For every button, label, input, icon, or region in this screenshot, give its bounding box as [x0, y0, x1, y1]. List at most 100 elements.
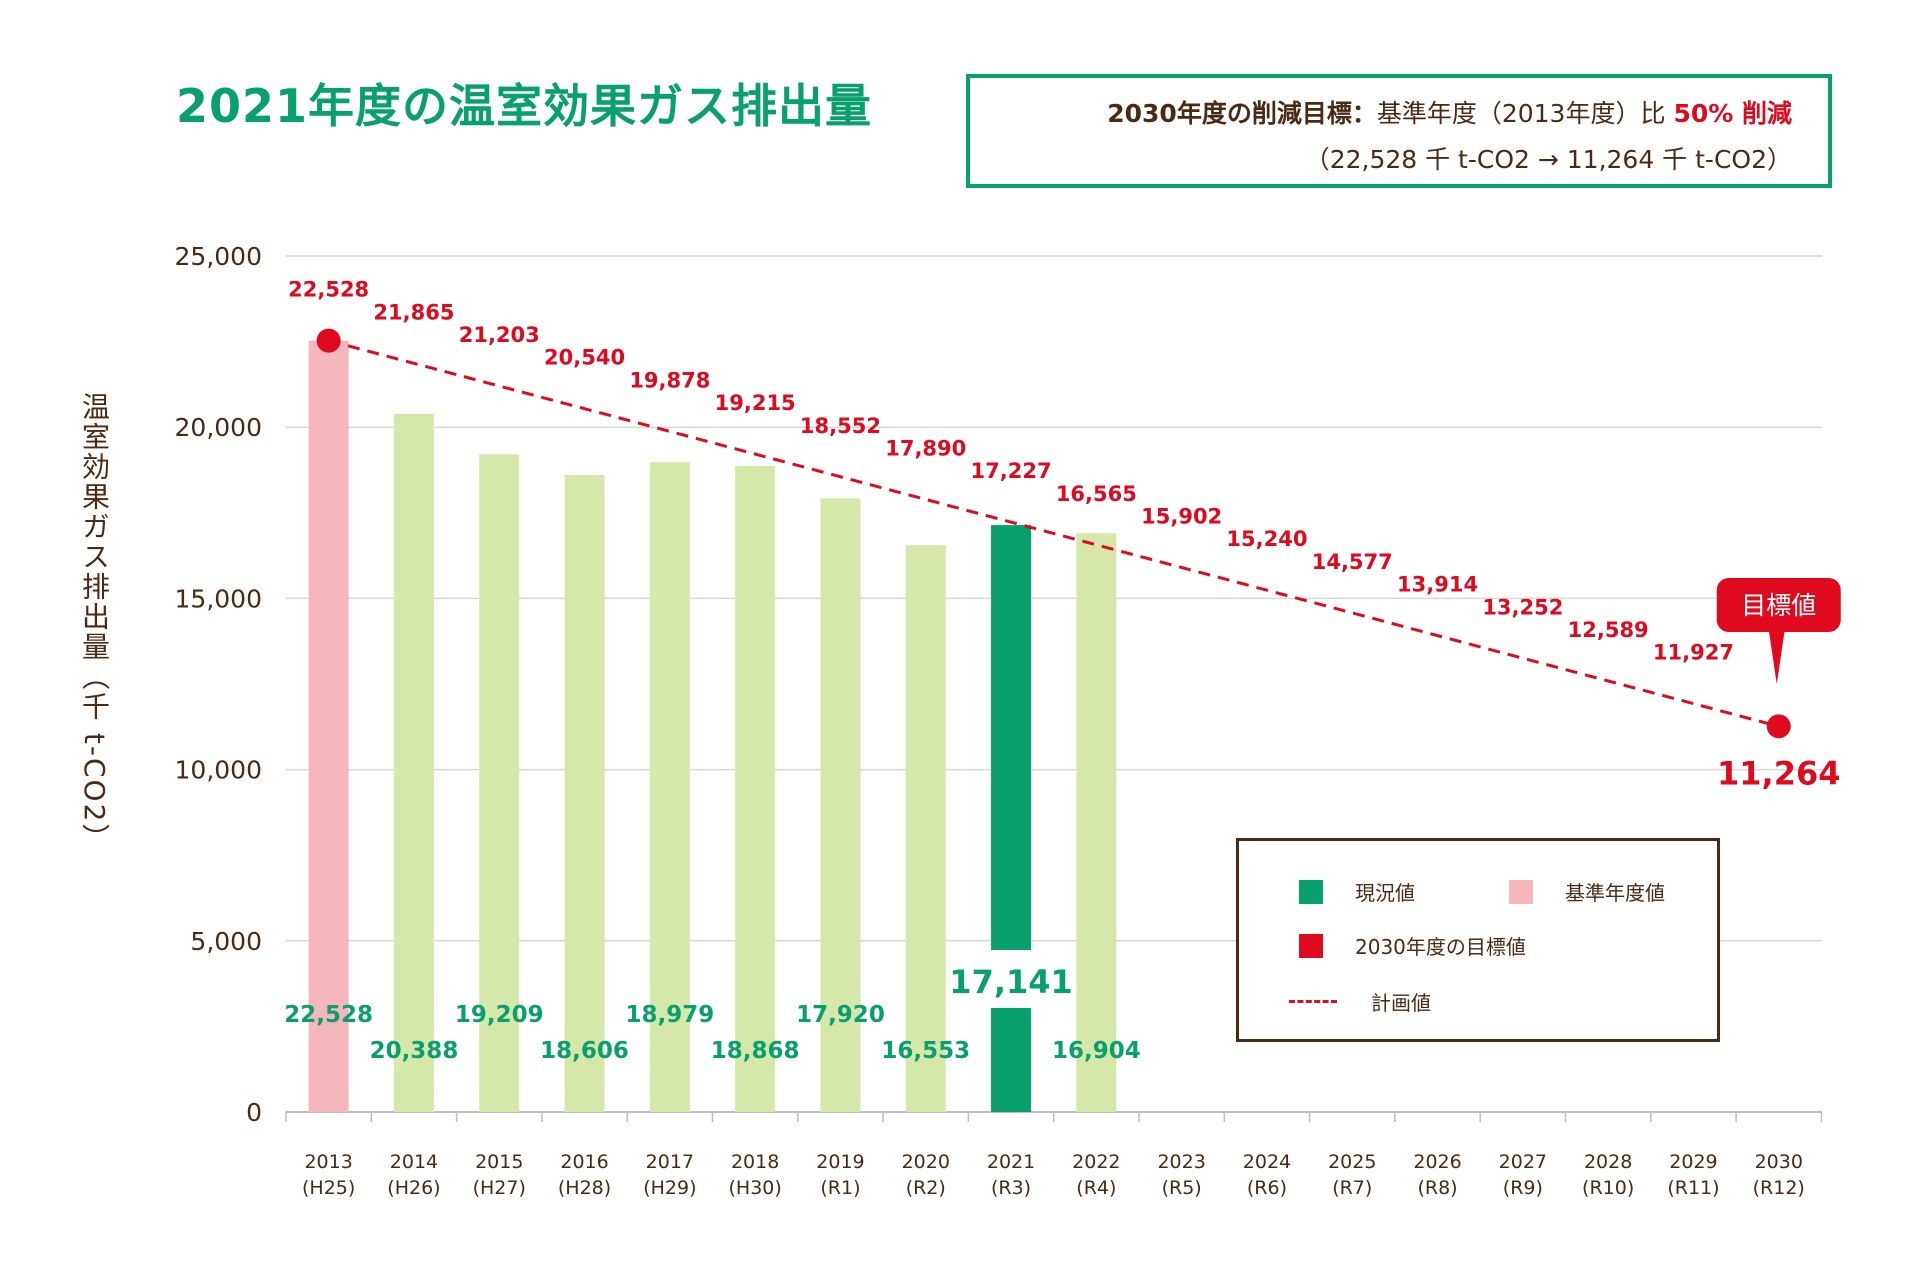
- y-tick-label: 0: [246, 1098, 262, 1127]
- y-axis-label: 温室効果ガス排出量（千 t-CO2）: [78, 392, 111, 854]
- plan-value-label: 12,589: [1568, 618, 1649, 642]
- plan-value-label: 21,865: [373, 300, 454, 324]
- legend-label-target: 2030年度の目標値: [1355, 935, 1526, 959]
- bar-base: [308, 340, 349, 1113]
- x-tick-label: 2021: [987, 1151, 1035, 1173]
- x-tick-label: 2028: [1584, 1151, 1632, 1173]
- plan-value-label: 22,528: [288, 278, 369, 302]
- plan-value-label: 17,890: [885, 436, 966, 460]
- legend-swatch-base-year: [1509, 879, 1533, 904]
- bar-past: [820, 498, 861, 1112]
- x-tick-label: 2016: [560, 1151, 608, 1173]
- bar-value-label: 22,528: [284, 1002, 373, 1028]
- plan-value-label: 18,552: [800, 414, 881, 438]
- x-tick-label: 2024: [1243, 1151, 1291, 1173]
- bar-value-label: 16,553: [881, 1038, 970, 1064]
- x-tick-label: 2023: [1157, 1151, 1205, 1173]
- bar-past: [905, 545, 946, 1112]
- x-tick-label: 2025: [1328, 1151, 1376, 1173]
- bar-value-label: 18,979: [625, 1002, 714, 1028]
- x-tick-sublabel: (R4): [1076, 1177, 1116, 1199]
- target-callout-pointer: [1768, 630, 1785, 684]
- plan-value-label: 15,240: [1226, 527, 1307, 551]
- reduction-target-box: 2030年度の削減目標：基準年度（2013年度）比 50% 削減 （22,528 …: [966, 74, 1832, 188]
- x-tick-sublabel: (R9): [1503, 1177, 1543, 1199]
- bar-label-knockout: [981, 950, 1042, 1008]
- x-tick-label: 2026: [1413, 1151, 1461, 1173]
- legend-swatch-current: [1299, 879, 1323, 904]
- x-tick-sublabel: (R12): [1753, 1177, 1805, 1199]
- chart-title: 2021年度の温室効果ガス排出量: [176, 79, 873, 133]
- x-tick-sublabel: (R7): [1332, 1177, 1372, 1199]
- legend: 現況値 基準年度値 2030年度の目標値 計画値: [1236, 838, 1720, 1042]
- plan-value-label: 13,252: [1482, 595, 1563, 619]
- x-tick-label: 2020: [902, 1151, 950, 1173]
- target-callout-bubble: [1716, 578, 1841, 632]
- plan-value-label: 16,565: [1056, 482, 1137, 506]
- x-tick-sublabel: (R6): [1247, 1177, 1287, 1199]
- legend-item-plan: 計画値: [1289, 987, 1431, 1016]
- y-tick-label: 20,000: [175, 413, 262, 442]
- x-tick-sublabel: (H26): [387, 1177, 440, 1199]
- bar-value-label: 17,141: [949, 963, 1072, 1001]
- bar-past: [1076, 533, 1117, 1112]
- x-tick-label: 2029: [1669, 1151, 1717, 1173]
- x-tick-label: 2018: [731, 1151, 779, 1173]
- plan-value-label: 19,215: [715, 391, 796, 415]
- x-tick-sublabel: (H25): [302, 1177, 355, 1199]
- x-tick-sublabel: (R8): [1417, 1177, 1457, 1199]
- x-tick-label: 2019: [816, 1151, 864, 1173]
- bar-past: [479, 454, 520, 1113]
- plan-value-label: 11,264: [1717, 754, 1840, 792]
- x-tick-sublabel: (R1): [820, 1177, 860, 1199]
- legend-label-base-year: 基準年度値: [1565, 881, 1665, 905]
- x-tick-label: 2022: [1072, 1151, 1120, 1173]
- plan-value-label: 21,203: [459, 323, 540, 347]
- legend-label-plan: 計画値: [1371, 991, 1431, 1015]
- x-tick-sublabel: (H29): [643, 1177, 696, 1199]
- y-tick-label: 25,000: [175, 242, 262, 271]
- plan-value-label: 13,914: [1397, 573, 1478, 597]
- legend-item-current: 現況値: [1299, 877, 1415, 906]
- target-text: 基準年度（2013年度）比: [1376, 99, 1666, 128]
- target-point: [1766, 714, 1791, 739]
- target-percent: 50% 削減: [1673, 99, 1792, 128]
- x-tick-label: 2027: [1499, 1151, 1547, 1173]
- plan-line: [328, 339, 1780, 728]
- x-tick-label: 2014: [390, 1151, 438, 1173]
- bar-value-label: 20,388: [370, 1038, 459, 1064]
- plan-value-label: 17,227: [971, 459, 1052, 483]
- y-tick-label: 10,000: [175, 756, 262, 785]
- plan-value-label: 15,902: [1141, 505, 1222, 529]
- x-tick-sublabel: (R10): [1582, 1177, 1634, 1199]
- x-tick-sublabel: (R3): [991, 1177, 1031, 1199]
- x-tick-sublabel: (H28): [558, 1177, 611, 1199]
- target-callout-label: 目標値: [1741, 591, 1816, 620]
- bar-value-label: 16,904: [1052, 1038, 1141, 1064]
- bar-past: [735, 465, 776, 1112]
- x-tick-label: 2013: [304, 1151, 352, 1173]
- bar-past: [649, 462, 690, 1112]
- plan-value-label: 11,927: [1653, 641, 1734, 665]
- x-tick-label: 2017: [646, 1151, 694, 1173]
- bar-value-label: 18,868: [711, 1038, 800, 1064]
- legend-item-target: 2030年度の目標値: [1299, 931, 1526, 960]
- x-tick-label: 2015: [475, 1151, 523, 1173]
- bar-value-label: 18,606: [540, 1038, 629, 1064]
- y-tick-label: 5,000: [190, 927, 262, 956]
- bar-value-label: 19,209: [455, 1002, 544, 1028]
- target-line-2: （22,528 千 t-CO2 → 11,264 千 t-CO2）: [1304, 145, 1792, 174]
- legend-swatch-target: [1299, 933, 1323, 958]
- legend-item-base-year: 基準年度値: [1509, 877, 1665, 906]
- plan-value-label: 20,540: [544, 346, 625, 370]
- bar-current: [991, 525, 1032, 1112]
- x-tick-label: 2030: [1755, 1151, 1803, 1173]
- x-tick-sublabel: (R11): [1667, 1177, 1719, 1199]
- x-tick-sublabel: (H27): [473, 1177, 526, 1199]
- bar-past: [393, 413, 434, 1112]
- x-tick-sublabel: (R5): [1162, 1177, 1202, 1199]
- plan-value-label: 19,878: [629, 368, 710, 392]
- bar-value-label: 17,920: [796, 1002, 885, 1028]
- x-tick-sublabel: (R2): [906, 1177, 946, 1199]
- y-tick-label: 15,000: [175, 584, 262, 613]
